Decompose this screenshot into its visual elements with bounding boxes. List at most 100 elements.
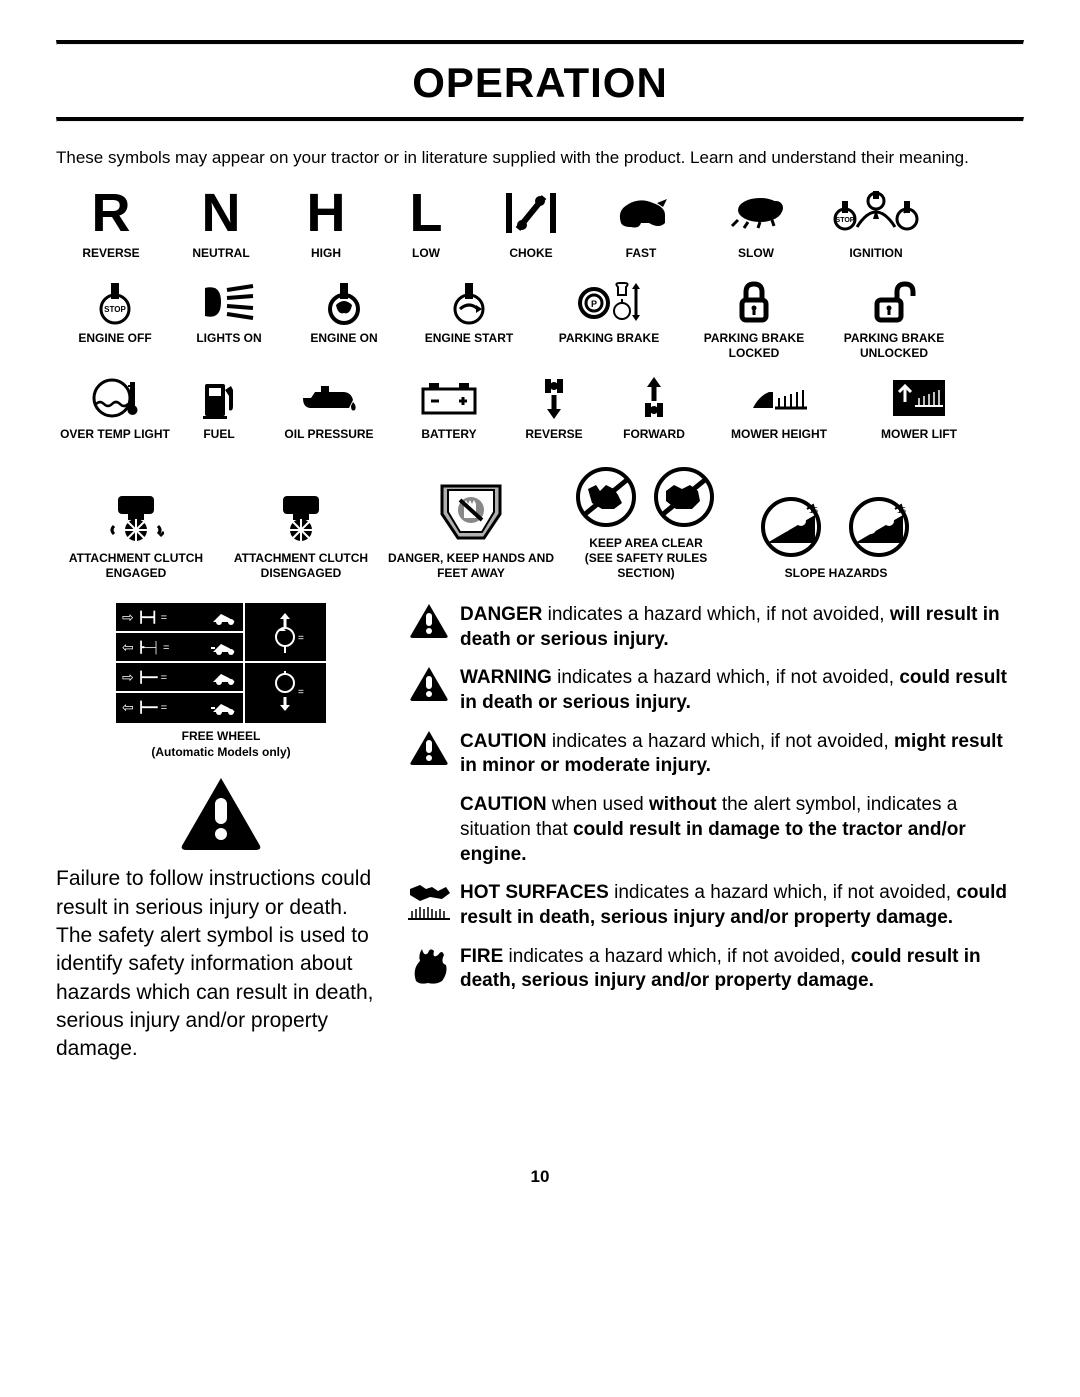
svg-text:STOP: STOP [836,217,855,224]
fast-label: FAST [586,246,696,261]
title-rule [56,117,1024,122]
parking-brake-unlocked-label: PARKING BRAKE UNLOCKED [824,331,964,361]
parking-brake-label: PARKING BRAKE [534,331,684,346]
low-glyph: L [376,186,476,240]
symbol-lights-on: LIGHTS ON [174,279,284,346]
symbol-clutch-disengaged: ATTACHMENT CLUTCH DISENGAGED [216,489,386,581]
caution-text: CAUTION indicates a hazard which, if not… [452,730,1024,779]
engine-start-label: ENGINE START [404,331,534,346]
lights-on-icon [174,279,284,325]
symbol-row-4: ATTACHMENT CLUTCH ENGAGED ATTACHMENT CLU… [56,464,1024,581]
symbol-fast: FAST [586,186,696,261]
page-number: 10 [0,1167,1080,1187]
battery-icon [394,375,504,421]
symbol-fuel: FUEL [174,375,264,442]
danger-hands-label: DANGER, KEEP HANDS AND FEET AWAY [386,551,556,581]
neutral-label: NEUTRAL [166,246,276,261]
symbol-row-3: OVER TEMP LIGHT FUEL OIL PRESSURE BATTER… [56,375,1024,442]
symbol-clutch-engaged: ATTACHMENT CLUTCH ENGAGED [56,489,216,581]
high-glyph: H [276,186,376,240]
forward-arrow-icon [604,375,704,421]
ignition-icon: STOP [816,186,936,240]
danger-text: DANGER indicates a hazard which, if not … [452,603,1024,652]
see-safety-label: (SEE SAFETY RULES SECTION) [556,551,736,581]
symbol-mower-lift: MOWER LIFT [854,375,984,442]
left-warning-text: Failure to follow instructions could res… [56,865,386,1063]
svg-text:=: = [298,633,304,644]
oil-pressure-label: OIL PRESSURE [264,427,394,442]
hazard-warning: WARNING indicates a hazard which, if not… [406,666,1024,715]
high-label: HIGH [276,246,376,261]
symbol-danger-hands: DANGER, KEEP HANDS AND FEET AWAY [386,479,556,581]
oil-pressure-icon [264,375,394,421]
symbol-keep-clear: KEEP AREA CLEAR (SEE SAFETY RULES SECTIO… [556,464,736,581]
fire-text: FIRE indicates a hazard which, if not av… [452,945,1024,994]
freewheel-diagram: ⇨┣━┫ = ⇦┣─┤ = ⇨┣━━ = ⇦┣━━ = = = [116,603,326,723]
hot-surfaces-text: HOT SURFACES indicates a hazard which, i… [452,881,1024,930]
slow-icon [696,186,816,240]
clutch-disengaged-label: ATTACHMENT CLUTCH DISENGAGED [216,551,386,581]
symbol-reverse: R REVERSE [56,186,166,261]
hazard-caution-nosymbol: CAUTION when used without the alert symb… [406,793,1024,867]
mower-lift-icon [854,375,984,421]
reverse-arrow-icon [504,375,604,421]
forward-arrow-label: FORWARD [604,427,704,442]
left-column: ⇨┣━┫ = ⇦┣─┤ = ⇨┣━━ = ⇦┣━━ = = = [56,603,386,1064]
engine-on-label: ENGINE ON [284,331,404,346]
keep-clear-icon [556,464,736,530]
mower-height-label: MOWER HEIGHT [704,427,854,442]
neutral-glyph: N [166,186,276,240]
reverse-arrow-label: REVERSE [504,427,604,442]
over-temp-icon [56,375,174,421]
symbol-engine-off: STOP ENGINE OFF [56,279,174,346]
parking-brake-icon: P [534,279,684,325]
hot-surfaces-icon [406,881,452,925]
alert-triangle-icon [406,603,452,639]
reverse-glyph: R [56,186,166,240]
symbol-row-1: R REVERSE N NEUTRAL H HIGH L LOW CHOKE F… [56,186,1024,261]
clutch-engaged-label: ATTACHMENT CLUTCH ENGAGED [56,551,216,581]
symbol-high: H HIGH [276,186,376,261]
fire-icon [406,945,452,985]
lights-on-label: LIGHTS ON [174,331,284,346]
hazard-hot-surfaces: HOT SURFACES indicates a hazard which, i… [406,881,1024,930]
clutch-engaged-icon [56,489,216,545]
mower-height-icon [704,375,854,421]
alert-triangle-icon [406,666,452,702]
parking-brake-locked-label: PARKING BRAKE LOCKED [684,331,824,361]
choke-label: CHOKE [476,246,586,261]
symbol-mower-height: MOWER HEIGHT [704,375,854,442]
engine-off-icon: STOP [56,279,174,325]
symbol-parking-brake-unlocked: PARKING BRAKE UNLOCKED [824,279,964,361]
freewheel-subtitle: (Automatic Models only) [56,745,386,761]
symbol-engine-start: ENGINE START [404,279,534,346]
fuel-label: FUEL [174,427,264,442]
symbol-parking-brake: P PARKING BRAKE [534,279,684,346]
low-label: LOW [376,246,476,261]
slow-label: SLOW [696,246,816,261]
fast-icon [586,186,696,240]
fuel-icon [174,375,264,421]
symbol-engine-on: ENGINE ON [284,279,404,346]
symbol-forward-arrow: FORWARD [604,375,704,442]
symbol-reverse-arrow: REVERSE [504,375,604,442]
big-alert-icon [56,776,386,855]
hazard-caution: CAUTION indicates a hazard which, if not… [406,730,1024,779]
symbol-parking-brake-locked: PARKING BRAKE LOCKED [684,279,824,361]
symbol-over-temp: OVER TEMP LIGHT [56,375,174,442]
symbol-oil-pressure: OIL PRESSURE [264,375,394,442]
svg-text:STOP: STOP [104,305,126,314]
alert-triangle-icon [406,730,452,766]
symbol-battery: BATTERY [394,375,504,442]
keep-clear-label: KEEP AREA CLEAR [556,536,736,551]
battery-label: BATTERY [394,427,504,442]
symbol-row-2: STOP ENGINE OFF LIGHTS ON ENGINE ON ENGI… [56,279,1024,361]
slope-hazards-icon: 1515 [736,494,936,560]
symbol-low: L LOW [376,186,476,261]
svg-text:=: = [298,687,304,698]
slope-hazards-label: SLOPE HAZARDS [736,566,936,581]
right-column: DANGER indicates a hazard which, if not … [386,603,1024,1064]
symbol-neutral: N NEUTRAL [166,186,276,261]
page-title: OPERATION [56,45,1024,117]
reverse-label: REVERSE [56,246,166,261]
